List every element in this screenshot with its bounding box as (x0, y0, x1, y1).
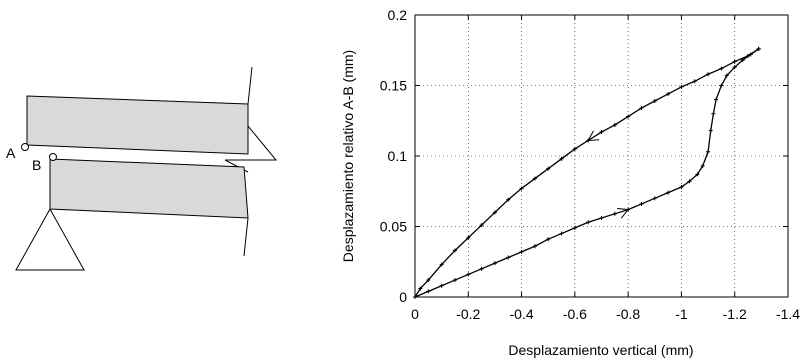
y-axis-title: Desplazamiento relativo A-B (mm) (340, 50, 356, 262)
y-tick-label: 0.05 (380, 219, 407, 235)
x-tick-label: -0.2 (456, 306, 480, 322)
loading-direction-arrow (617, 207, 630, 219)
y-tick-label: 0.1 (388, 148, 408, 164)
ticks: 0 -0.2 -0.4 -0.6 -0.8 -1 -1.2 -1.4 0 0.05 0.1 0.15 0… (380, 7, 801, 322)
x-tick-label: -0.8 (616, 306, 640, 322)
x-tick-label: -0.4 (510, 306, 534, 322)
crack-line (224, 125, 278, 173)
series (413, 46, 761, 299)
y-tick-label: 0.2 (388, 7, 408, 23)
structure-diagram: A B (6, 66, 278, 271)
x-tick-label: 0 (411, 306, 419, 322)
x-tick-label: -1.4 (776, 306, 800, 322)
x-tick-label: -1.2 (723, 306, 747, 322)
upper-wall-line (247, 66, 253, 105)
plot-frame (414, 14, 789, 298)
y-tick-label: 0 (399, 289, 407, 305)
unloading-series-line (414, 48, 760, 298)
point-a-marker (21, 143, 29, 151)
grid (415, 15, 788, 297)
chart: 0 -0.2 -0.4 -0.6 -0.8 -1 -1.2 -1.4 0 0.05 0.1 0.15 0… (340, 7, 800, 358)
point-b-label: B (32, 157, 41, 173)
lower-block (49, 158, 249, 219)
x-axis-title: Desplazamiento vertical (mm) (508, 342, 693, 358)
point-a-label: A (6, 145, 16, 161)
upper-block (26, 95, 249, 155)
unloading-direction-arrow (587, 130, 600, 142)
lower-wall-line (243, 217, 249, 257)
x-tick-label: -0.6 (563, 306, 587, 322)
support-triangle (15, 207, 85, 271)
point-b-marker (49, 153, 57, 161)
y-tick-label: 0.15 (380, 78, 407, 94)
x-tick-label: -1 (675, 306, 688, 322)
loading-series-line (414, 48, 760, 298)
